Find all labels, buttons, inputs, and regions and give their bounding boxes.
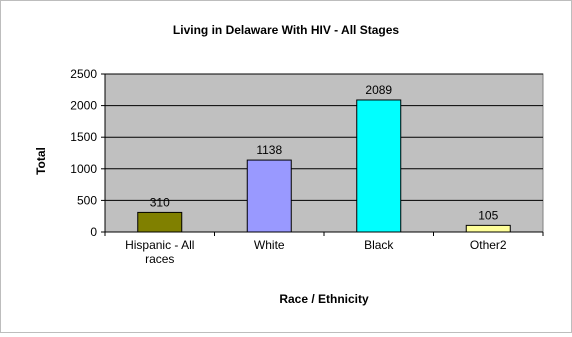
bar-chart: Living in Delaware With HIV - All Stages… — [34, 23, 544, 306]
x-tick-label: Black — [364, 238, 394, 252]
bar — [246, 159, 292, 233]
y-tick-label: 1500 — [70, 130, 97, 144]
bar — [356, 99, 402, 233]
data-label: 2089 — [365, 83, 392, 97]
chart-title: Living in Delaware With HIV - All Stages — [173, 23, 399, 37]
x-tick-label: White — [254, 238, 285, 252]
x-axis-label: Race / Ethnicity — [279, 292, 369, 306]
y-tick-label: 2000 — [70, 99, 97, 113]
bar — [137, 211, 183, 233]
plot-background — [104, 73, 544, 233]
data-label: 310 — [150, 195, 170, 209]
x-tick-label: races — [145, 252, 174, 266]
y-tick-label: 500 — [77, 193, 97, 207]
y-axis-label: Total — [34, 147, 48, 175]
y-tick-label: 0 — [90, 225, 97, 239]
bar — [465, 224, 511, 233]
plot-area: 0 500 1000 1500 2000 2500 310 Hispanic - Allrac… — [70, 67, 544, 266]
y-tick-label: 1000 — [70, 162, 97, 176]
x-tick-label: Other2 — [470, 238, 507, 252]
data-label: 1138 — [256, 143, 282, 157]
x-tick-label: Hispanic - All — [125, 238, 194, 252]
data-label: 105 — [478, 208, 498, 222]
y-tick-label: 2500 — [70, 67, 97, 81]
